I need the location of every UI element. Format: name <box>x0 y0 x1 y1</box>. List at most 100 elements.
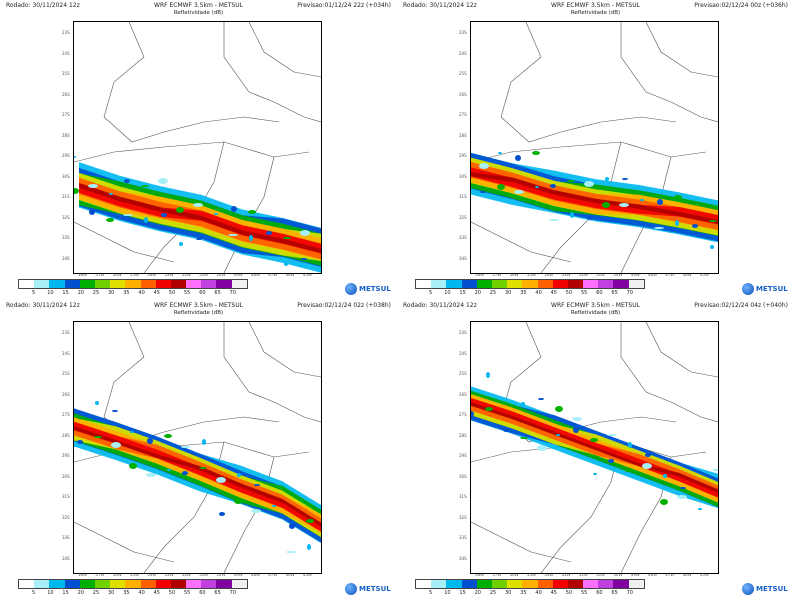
longitude-label: 47W <box>268 572 278 577</box>
reflectivity-map[interactable] <box>470 321 719 574</box>
colorbar-tick-label: 15 <box>62 590 69 596</box>
colorbar-tick-label: 25 <box>489 290 497 296</box>
longitude-label: 52W <box>181 572 191 577</box>
field-label: Refletividade (dB) <box>173 10 224 16</box>
colorbar-swatch <box>431 580 447 588</box>
longitude-label: 45W <box>302 272 312 277</box>
colorbar-tick-label: 35 <box>520 590 527 596</box>
echo-cell <box>709 220 717 222</box>
echo-cell <box>514 190 524 194</box>
latitude-label: 25S <box>459 371 467 376</box>
border-line <box>471 521 572 563</box>
forecast-time-label: Previsao:01/12/24 22z (+034h) <box>297 2 391 9</box>
echo-cell <box>216 477 226 483</box>
colorbar <box>415 279 645 289</box>
echo-cell <box>675 220 679 226</box>
colorbar-swatch <box>461 280 477 288</box>
latitude-label: 33S <box>459 535 467 540</box>
echo-cell <box>712 469 718 471</box>
colorbar-tick-label: 15 <box>459 290 466 296</box>
longitude-label: 57W <box>492 272 502 277</box>
latitude-label: 32S <box>62 214 70 220</box>
colorbar-swatch <box>476 580 492 588</box>
echo-cell <box>535 186 539 188</box>
longitude-label: 51W <box>596 272 606 277</box>
colorbar-tick-label: 50 <box>168 590 176 596</box>
echo-cell <box>587 216 593 220</box>
colorbar-tick-label: 40 <box>535 290 542 296</box>
reflectivity-map[interactable] <box>470 21 719 274</box>
echo-cell <box>556 434 560 436</box>
colorbar-swatch <box>19 580 35 588</box>
echo-cell <box>167 469 171 471</box>
echo-cell <box>199 467 207 469</box>
colorbar-swatch <box>140 580 156 588</box>
longitude-label: 50W <box>613 572 623 577</box>
colorbar-tick-label: 10 <box>47 590 54 596</box>
reflectivity-map[interactable] <box>73 321 322 574</box>
colorbar-swatch <box>507 280 523 288</box>
latitude-label: 23S <box>62 330 70 335</box>
longitude-label: 55W <box>526 272 536 277</box>
colorbar-tick-label: 20 <box>77 590 84 596</box>
longitude-label: 52W <box>181 272 191 277</box>
colorbar <box>18 279 248 289</box>
echo-cell <box>214 213 218 215</box>
border-line <box>500 322 677 443</box>
border-line <box>74 521 175 563</box>
colorbar-tick-label: 30 <box>108 590 115 596</box>
reflectivity-contour <box>471 402 718 493</box>
colorbar-tick-label: 50 <box>565 590 573 596</box>
latitude-label: 33S <box>62 535 70 540</box>
longitude-label: 54W <box>544 572 554 577</box>
longitude-label: 45W <box>302 572 312 577</box>
colorbar-tick-label: 60 <box>596 590 603 596</box>
colorbar-swatch <box>64 580 80 588</box>
colorbar-tick-label: 65 <box>214 290 221 296</box>
echo-cell <box>570 212 574 218</box>
colorbar-swatch <box>186 280 202 288</box>
echo-cell <box>182 471 188 475</box>
metsul-logo: METSUL <box>345 283 391 295</box>
longitude-label: 58W <box>78 572 88 577</box>
latitude-label: 24S <box>62 350 70 356</box>
longitude-label: 57W <box>95 272 105 277</box>
echo-cell <box>625 470 633 472</box>
colorbar-tick-label: 70 <box>626 590 633 596</box>
colorbar-tick-label: 70 <box>229 290 236 296</box>
colorbar-tick-label: 50 <box>168 290 176 296</box>
echo-cell <box>590 438 598 442</box>
echo-cell <box>95 401 99 405</box>
echo-cell <box>254 484 260 486</box>
colorbar-swatch <box>140 280 156 288</box>
echo-cell <box>680 487 686 489</box>
echo-cell <box>300 230 310 236</box>
echo-cell <box>94 436 102 438</box>
colorbar-swatch <box>522 280 538 288</box>
run-time-label: Rodado: 30/11/2024 12z <box>6 302 80 309</box>
colorbar-swatch <box>431 280 447 288</box>
echo-cell <box>306 519 314 523</box>
colorbar <box>18 579 248 589</box>
colorbar-tick-label: 30 <box>505 290 512 296</box>
echo-cell <box>602 202 610 208</box>
latitude-label: 31S <box>459 194 467 199</box>
echo-cell <box>628 442 632 448</box>
reflectivity-map[interactable] <box>73 21 322 274</box>
echo-cell <box>698 508 702 510</box>
forecast-panel-4: Rodado: 30/11/2024 12z WRF ECMWF 3.5km - … <box>397 300 794 600</box>
longitude-label: 46W <box>285 572 295 577</box>
latitude-label: 28S <box>459 132 467 138</box>
metsul-logo: METSUL <box>742 583 788 595</box>
longitude-label: 51W <box>199 572 209 577</box>
colorbar-swatch <box>491 580 508 588</box>
echo-cell <box>111 442 121 448</box>
colorbar-swatch <box>231 280 247 288</box>
map-canvas <box>74 22 321 273</box>
longitude-label: 53W <box>561 572 571 577</box>
longitude-label: 48W <box>648 272 658 277</box>
colorbar-tick-label: 45 <box>550 590 557 596</box>
colorbar-tick-label: 55 <box>581 590 588 596</box>
latitude-label: 23S <box>459 330 467 335</box>
colorbar-tick-label: 60 <box>596 290 603 296</box>
